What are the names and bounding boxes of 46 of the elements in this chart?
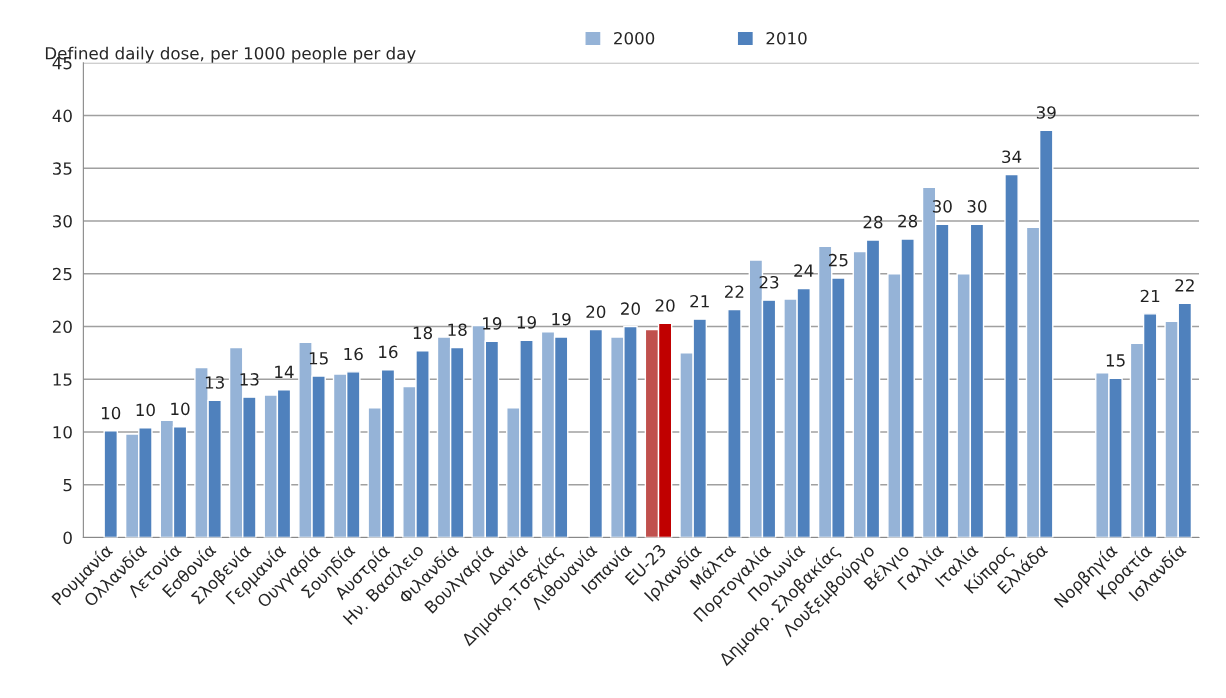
data-label: 19: [552, 312, 571, 326]
data-label: 15: [1106, 354, 1125, 367]
data-label: 39: [1036, 106, 1056, 119]
y-tick-label: 0: [63, 531, 72, 545]
legend-label: 2000: [614, 31, 655, 45]
y-tick-label: 30: [53, 215, 72, 228]
data-label: 25: [828, 253, 848, 267]
data-label: 20: [586, 305, 606, 319]
data-label: 28: [863, 215, 883, 229]
data-label: 22: [725, 285, 744, 298]
y-tick-label: 10: [53, 425, 72, 439]
data-label: 18: [413, 326, 433, 340]
y-tick-label: 20: [52, 320, 72, 334]
data-label: 30: [932, 200, 952, 213]
data-label: 14: [275, 365, 294, 378]
data-label: 20: [621, 302, 640, 315]
data-label: 16: [344, 347, 363, 361]
data-label: 28: [898, 214, 918, 228]
data-label: 10: [136, 403, 155, 417]
data-label: 16: [379, 345, 398, 359]
data-label: 34: [1002, 150, 1022, 164]
data-label: 10: [171, 402, 190, 416]
data-label: 13: [240, 373, 259, 386]
data-label: 23: [759, 275, 779, 289]
data-label: 13: [205, 376, 224, 389]
data-label: 20: [655, 299, 675, 312]
data-label: 19: [517, 316, 536, 329]
y-tick-label: 40: [52, 109, 72, 123]
data-label: 18: [448, 323, 467, 337]
data-label: 19: [483, 317, 502, 330]
bar: [727, 308, 742, 538]
y-tick-label: 15: [53, 373, 72, 386]
bar: [1004, 173, 1019, 538]
data-label: 21: [1140, 289, 1160, 303]
data-label: 21: [690, 294, 709, 308]
bar: [588, 328, 604, 538]
legend-label: 2010: [766, 31, 807, 45]
y-tick-label: 35: [53, 162, 72, 175]
bar: [103, 430, 119, 538]
data-label: 24: [794, 264, 814, 277]
data-label: 30: [967, 200, 987, 213]
data-label: 15: [309, 352, 328, 365]
data-label: 22: [1175, 279, 1194, 292]
data-label: 10: [101, 406, 121, 420]
y-tick-label: 5: [63, 478, 72, 492]
y-tick-label: 25: [52, 267, 72, 281]
